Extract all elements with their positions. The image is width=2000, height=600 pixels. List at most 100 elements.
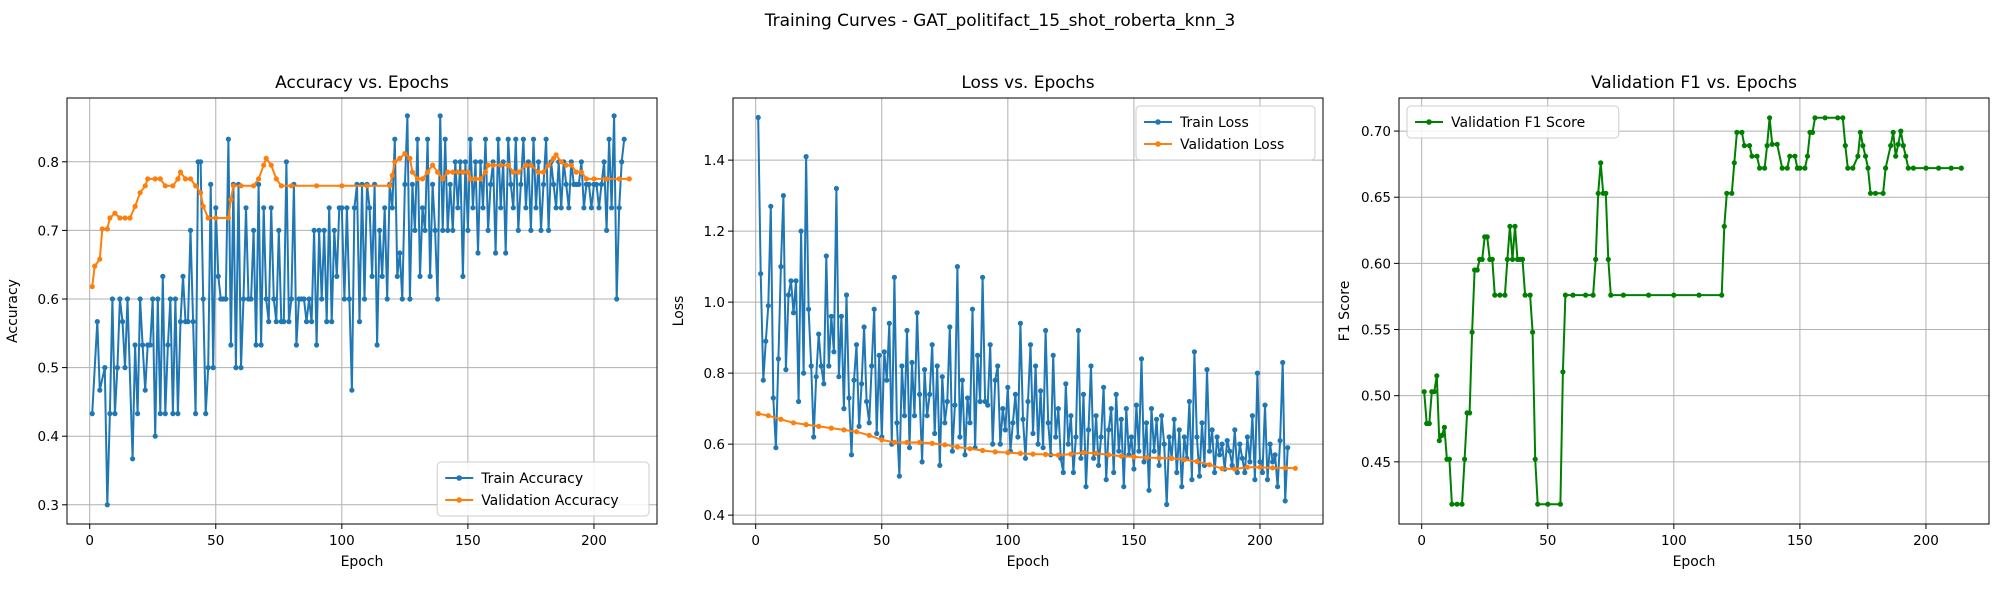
data-point xyxy=(626,176,632,182)
data-point xyxy=(879,437,885,443)
data-point xyxy=(281,319,287,325)
data-point xyxy=(124,296,131,302)
data-point xyxy=(778,416,784,422)
data-point xyxy=(942,420,948,426)
plot-2: 0 50 100 150 200 0.4 0.6 0.8 1.0 1.2 1.4 Loss vs. E… xyxy=(671,73,1324,570)
data-point xyxy=(1085,427,1092,433)
data-point xyxy=(1280,359,1286,366)
data-point xyxy=(1206,448,1213,454)
data-point xyxy=(172,296,178,302)
data-point xyxy=(225,215,231,221)
data-point xyxy=(1719,292,1725,298)
data-point xyxy=(1063,381,1069,387)
data-point xyxy=(409,181,415,187)
data-point xyxy=(906,445,913,451)
data-point xyxy=(1441,424,1447,430)
x-tick-label: 150 xyxy=(1121,533,1147,549)
data-point xyxy=(1214,434,1220,440)
data-point xyxy=(831,349,837,355)
data-point xyxy=(922,367,928,373)
y-tick-label: 1.4 xyxy=(704,153,725,169)
data-point xyxy=(170,411,176,417)
data-point xyxy=(344,205,350,211)
data-point xyxy=(1033,363,1039,369)
data-point xyxy=(256,181,262,187)
y-tick-label: 0.4 xyxy=(704,508,725,524)
data-point xyxy=(367,205,373,211)
data-point xyxy=(1895,141,1901,147)
data-point xyxy=(1259,469,1266,476)
data-point xyxy=(992,449,998,455)
data-point xyxy=(1605,256,1611,262)
legend-label-validation-accuracy: Validation Accuracy xyxy=(481,493,619,509)
data-point xyxy=(1224,438,1230,444)
data-point xyxy=(954,264,961,270)
data-point xyxy=(1454,501,1460,507)
data-point xyxy=(836,374,842,380)
data-point xyxy=(427,273,433,279)
data-point xyxy=(1883,165,1889,171)
data-point xyxy=(982,398,988,405)
data-point xyxy=(957,434,963,440)
data-point xyxy=(1519,256,1526,262)
data-point xyxy=(419,176,426,182)
data-point xyxy=(866,420,872,426)
data-point xyxy=(535,159,542,165)
data-point xyxy=(816,423,822,429)
x-axis-label: Epoch xyxy=(341,554,384,570)
x-tick-label: 100 xyxy=(1661,533,1687,549)
data-point xyxy=(1065,441,1071,447)
data-point xyxy=(142,387,148,393)
plot-title: Loss vs. Epochs xyxy=(961,73,1094,93)
y-tick-label: 0.45 xyxy=(1361,455,1391,471)
data-point xyxy=(841,427,847,433)
data-point xyxy=(152,176,158,182)
data-point xyxy=(1002,427,1008,433)
data-point xyxy=(112,210,118,216)
legend-box xyxy=(1135,105,1316,161)
data-point xyxy=(1098,434,1104,440)
data-point xyxy=(450,169,456,175)
data-point xyxy=(238,183,244,189)
data-point xyxy=(1217,452,1223,458)
data-point xyxy=(1199,420,1205,426)
data-point xyxy=(528,162,534,168)
data-point xyxy=(780,193,787,199)
data-point xyxy=(1888,143,1894,149)
data-point xyxy=(1232,427,1238,433)
data-point xyxy=(1459,501,1465,507)
data-point xyxy=(1131,454,1137,460)
data-point xyxy=(969,306,976,312)
data-point xyxy=(170,183,176,189)
data-point xyxy=(1754,153,1760,159)
data-point xyxy=(1867,190,1874,196)
data-point xyxy=(1206,462,1213,468)
data-point xyxy=(1244,464,1250,470)
data-point xyxy=(1232,466,1238,472)
data-point xyxy=(919,459,925,465)
data-point xyxy=(621,136,627,142)
plot-3: 0 50 100 150 200 0.45 0.50 0.55 0.60 0.65 0.70 Vali… xyxy=(1337,73,1990,570)
data-point xyxy=(886,320,892,326)
y-tick-label: 0.60 xyxy=(1361,256,1391,272)
data-point xyxy=(132,342,138,348)
data-point xyxy=(1484,234,1490,240)
data-point xyxy=(980,274,986,280)
data-point xyxy=(1164,501,1170,508)
data-point xyxy=(261,162,267,168)
data-point xyxy=(1809,129,1816,135)
data-point xyxy=(1154,416,1160,422)
data-point xyxy=(248,296,254,302)
data-point xyxy=(929,440,935,446)
y-tick-label: 0.5 xyxy=(38,361,59,377)
data-point xyxy=(150,296,156,302)
legend-label-validation-f1-score: Validation F1 Score xyxy=(1451,115,1585,131)
data-point xyxy=(210,365,216,371)
data-point xyxy=(193,183,199,189)
data-point xyxy=(394,273,400,279)
data-point xyxy=(460,273,466,279)
data-point xyxy=(92,263,98,269)
data-point xyxy=(1138,356,1145,362)
data-point xyxy=(1060,469,1066,476)
data-point xyxy=(137,296,143,302)
